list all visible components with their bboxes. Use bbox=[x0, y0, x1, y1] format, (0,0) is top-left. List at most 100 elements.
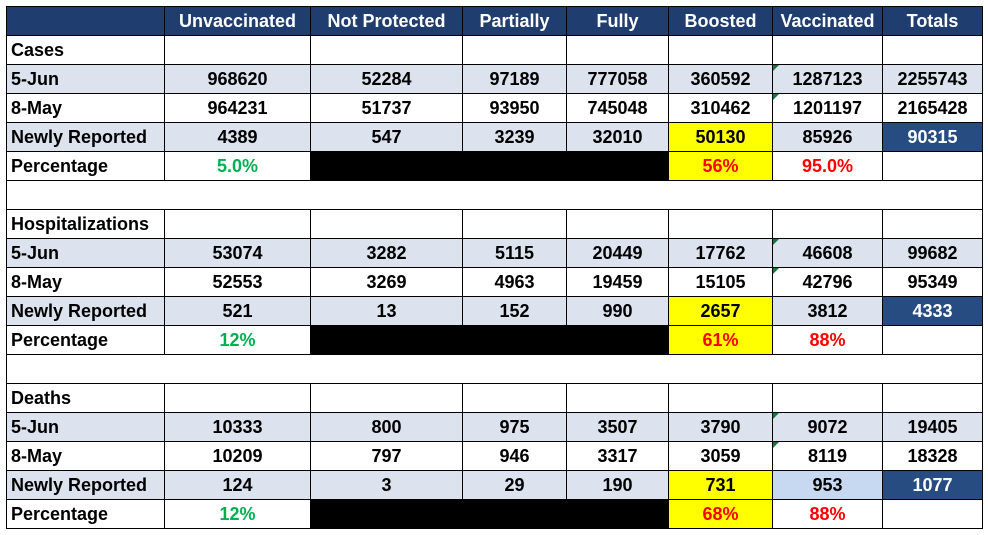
row-label[interactable]: Percentage bbox=[6, 325, 165, 355]
value-cell-vaccinated[interactable]: 85926 bbox=[772, 122, 883, 152]
value-cell-unvaccinated[interactable]: 52553 bbox=[164, 267, 311, 297]
value-cell-fully[interactable]: 20449 bbox=[566, 238, 669, 268]
row-label[interactable]: 8-May bbox=[6, 267, 165, 297]
value-cell-partially[interactable]: 5115 bbox=[462, 238, 567, 268]
value-cell-partially[interactable]: 97189 bbox=[462, 64, 567, 94]
value-cell-totals[interactable]: 1077 bbox=[882, 470, 983, 500]
empty-cell[interactable] bbox=[772, 209, 883, 239]
section-title[interactable]: Hospitalizations bbox=[6, 209, 165, 239]
row-label[interactable]: Percentage bbox=[6, 499, 165, 529]
percentage-boosted[interactable]: 68% bbox=[668, 499, 773, 529]
value-cell-partially[interactable]: 946 bbox=[462, 441, 567, 471]
value-cell-boosted[interactable]: 50130 bbox=[668, 122, 773, 152]
empty-cell[interactable] bbox=[164, 209, 311, 239]
value-cell-vaccinated[interactable]: 9072 bbox=[772, 412, 883, 442]
value-cell-partially[interactable]: 93950 bbox=[462, 93, 567, 123]
empty-cell[interactable] bbox=[462, 35, 567, 65]
value-cell-not-protected[interactable]: 3 bbox=[310, 470, 463, 500]
value-cell-not-protected[interactable]: 800 bbox=[310, 412, 463, 442]
value-cell-unvaccinated[interactable]: 10209 bbox=[164, 441, 311, 471]
value-cell-not-protected[interactable]: 51737 bbox=[310, 93, 463, 123]
value-cell-not-protected[interactable]: 797 bbox=[310, 441, 463, 471]
value-cell-not-protected[interactable]: 3282 bbox=[310, 238, 463, 268]
blacked-out-cell[interactable] bbox=[310, 325, 669, 355]
row-label[interactable]: 8-May bbox=[6, 441, 165, 471]
empty-cell[interactable] bbox=[668, 209, 773, 239]
empty-cell[interactable] bbox=[462, 209, 567, 239]
spacer-cell[interactable] bbox=[6, 180, 983, 210]
empty-cell[interactable] bbox=[668, 383, 773, 413]
row-label[interactable]: Newly Reported bbox=[6, 470, 165, 500]
value-cell-unvaccinated[interactable]: 968620 bbox=[164, 64, 311, 94]
value-cell-totals[interactable]: 4333 bbox=[882, 296, 983, 326]
value-cell-boosted[interactable]: 2657 bbox=[668, 296, 773, 326]
percentage-vaccinated[interactable]: 88% bbox=[772, 499, 883, 529]
value-cell-totals[interactable]: 2255743 bbox=[882, 64, 983, 94]
value-cell-totals[interactable]: 2165428 bbox=[882, 93, 983, 123]
value-cell-not-protected[interactable]: 3269 bbox=[310, 267, 463, 297]
value-cell-vaccinated[interactable]: 3812 bbox=[772, 296, 883, 326]
value-cell-fully[interactable]: 990 bbox=[566, 296, 669, 326]
empty-cell[interactable] bbox=[772, 35, 883, 65]
header-cell-blank[interactable] bbox=[6, 6, 165, 36]
value-cell-boosted[interactable]: 3059 bbox=[668, 441, 773, 471]
empty-cell[interactable] bbox=[310, 35, 463, 65]
value-cell-partially[interactable]: 4963 bbox=[462, 267, 567, 297]
row-label[interactable]: 8-May bbox=[6, 93, 165, 123]
header-cell-partially[interactable]: Partially bbox=[462, 6, 567, 36]
value-cell-fully[interactable]: 777058 bbox=[566, 64, 669, 94]
value-cell-partially[interactable]: 975 bbox=[462, 412, 567, 442]
blacked-out-cell[interactable] bbox=[310, 151, 669, 181]
value-cell-fully[interactable]: 190 bbox=[566, 470, 669, 500]
value-cell-vaccinated[interactable]: 1287123 bbox=[772, 64, 883, 94]
empty-cell[interactable] bbox=[310, 383, 463, 413]
value-cell-not-protected[interactable]: 52284 bbox=[310, 64, 463, 94]
percentage-unvaccinated[interactable]: 5.0% bbox=[164, 151, 311, 181]
header-cell-boosted[interactable]: Boosted bbox=[668, 6, 773, 36]
value-cell-vaccinated[interactable]: 953 bbox=[772, 470, 883, 500]
empty-cell[interactable] bbox=[164, 35, 311, 65]
value-cell-fully[interactable]: 745048 bbox=[566, 93, 669, 123]
row-label[interactable]: Percentage bbox=[6, 151, 165, 181]
value-cell-boosted[interactable]: 15105 bbox=[668, 267, 773, 297]
percentage-boosted[interactable]: 56% bbox=[668, 151, 773, 181]
section-title[interactable]: Cases bbox=[6, 35, 165, 65]
value-cell-totals[interactable]: 90315 bbox=[882, 122, 983, 152]
value-cell-not-protected[interactable]: 547 bbox=[310, 122, 463, 152]
value-cell-unvaccinated[interactable]: 964231 bbox=[164, 93, 311, 123]
value-cell-unvaccinated[interactable]: 521 bbox=[164, 296, 311, 326]
empty-cell[interactable] bbox=[668, 35, 773, 65]
empty-cell[interactable] bbox=[882, 209, 983, 239]
header-cell-unvaccinated[interactable]: Unvaccinated bbox=[164, 6, 311, 36]
row-label[interactable]: 5-Jun bbox=[6, 412, 165, 442]
value-cell-fully[interactable]: 19459 bbox=[566, 267, 669, 297]
row-label[interactable]: 5-Jun bbox=[6, 238, 165, 268]
header-cell-not-protected[interactable]: Not Protected bbox=[310, 6, 463, 36]
value-cell-totals[interactable]: 99682 bbox=[882, 238, 983, 268]
empty-cell[interactable] bbox=[566, 35, 669, 65]
percentage-unvaccinated[interactable]: 12% bbox=[164, 325, 311, 355]
value-cell-unvaccinated[interactable]: 10333 bbox=[164, 412, 311, 442]
value-cell-not-protected[interactable]: 13 bbox=[310, 296, 463, 326]
header-cell-totals[interactable]: Totals bbox=[882, 6, 983, 36]
section-title[interactable]: Deaths bbox=[6, 383, 165, 413]
percentage-boosted[interactable]: 61% bbox=[668, 325, 773, 355]
empty-cell[interactable] bbox=[882, 325, 983, 355]
value-cell-totals[interactable]: 95349 bbox=[882, 267, 983, 297]
empty-cell[interactable] bbox=[462, 383, 567, 413]
row-label[interactable]: Newly Reported bbox=[6, 296, 165, 326]
percentage-vaccinated[interactable]: 95.0% bbox=[772, 151, 883, 181]
value-cell-vaccinated[interactable]: 8119 bbox=[772, 441, 883, 471]
empty-cell[interactable] bbox=[882, 151, 983, 181]
value-cell-fully[interactable]: 3507 bbox=[566, 412, 669, 442]
value-cell-totals[interactable]: 19405 bbox=[882, 412, 983, 442]
value-cell-unvaccinated[interactable]: 124 bbox=[164, 470, 311, 500]
empty-cell[interactable] bbox=[566, 383, 669, 413]
empty-cell[interactable] bbox=[310, 209, 463, 239]
value-cell-vaccinated[interactable]: 1201197 bbox=[772, 93, 883, 123]
row-label[interactable]: Newly Reported bbox=[6, 122, 165, 152]
value-cell-fully[interactable]: 32010 bbox=[566, 122, 669, 152]
row-label[interactable]: 5-Jun bbox=[6, 64, 165, 94]
value-cell-unvaccinated[interactable]: 53074 bbox=[164, 238, 311, 268]
spacer-cell[interactable] bbox=[6, 354, 983, 384]
